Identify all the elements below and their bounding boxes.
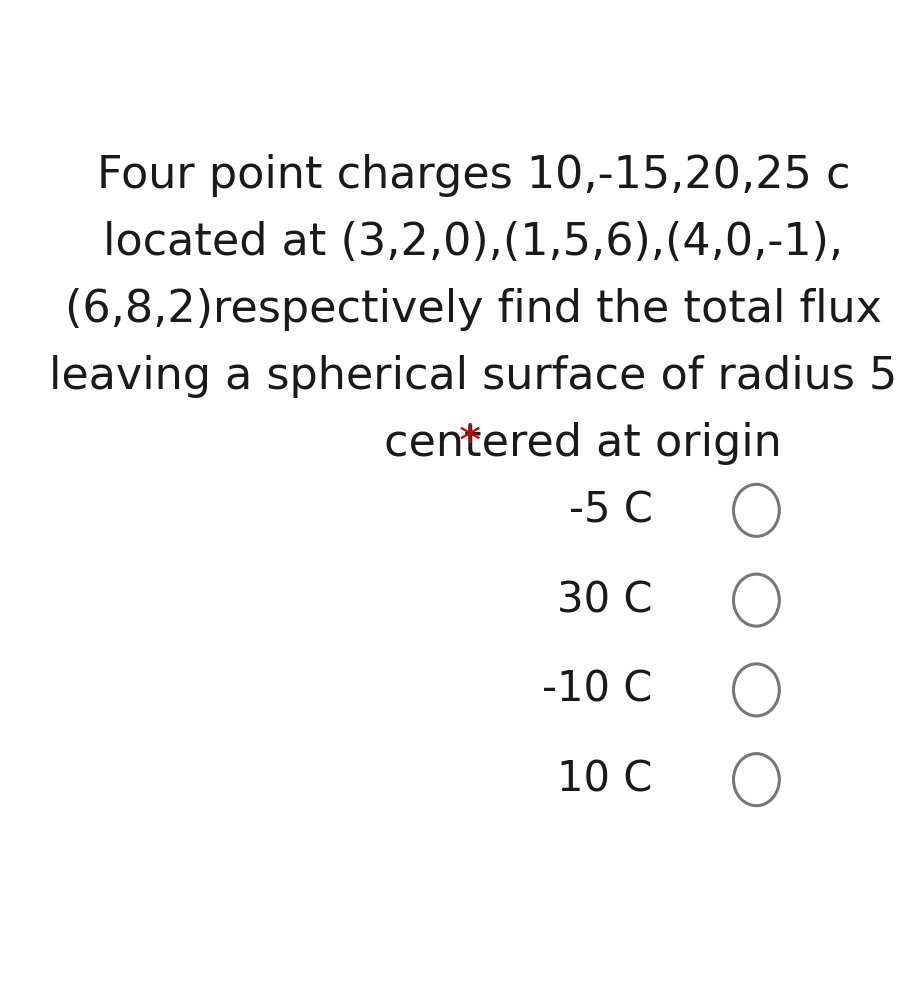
Text: centered at origin: centered at origin xyxy=(383,422,782,465)
Ellipse shape xyxy=(734,664,779,716)
Text: 10 C: 10 C xyxy=(557,759,652,800)
Ellipse shape xyxy=(734,484,779,536)
Ellipse shape xyxy=(734,574,779,626)
Ellipse shape xyxy=(734,754,779,805)
Text: -10 C: -10 C xyxy=(542,669,652,711)
Text: -5 C: -5 C xyxy=(568,489,652,532)
Text: 30 C: 30 C xyxy=(557,579,652,621)
Text: Four point charges 10,-15,20,25 c: Four point charges 10,-15,20,25 c xyxy=(97,154,850,198)
Text: *: * xyxy=(458,422,495,465)
Text: (6,8,2)respectively find the total flux: (6,8,2)respectively find the total flux xyxy=(65,288,882,331)
Text: leaving a spherical surface of radius 5: leaving a spherical surface of radius 5 xyxy=(49,355,898,398)
Text: located at (3,2,0),(1,5,6),(4,0,-1),: located at (3,2,0),(1,5,6),(4,0,-1), xyxy=(103,221,844,264)
